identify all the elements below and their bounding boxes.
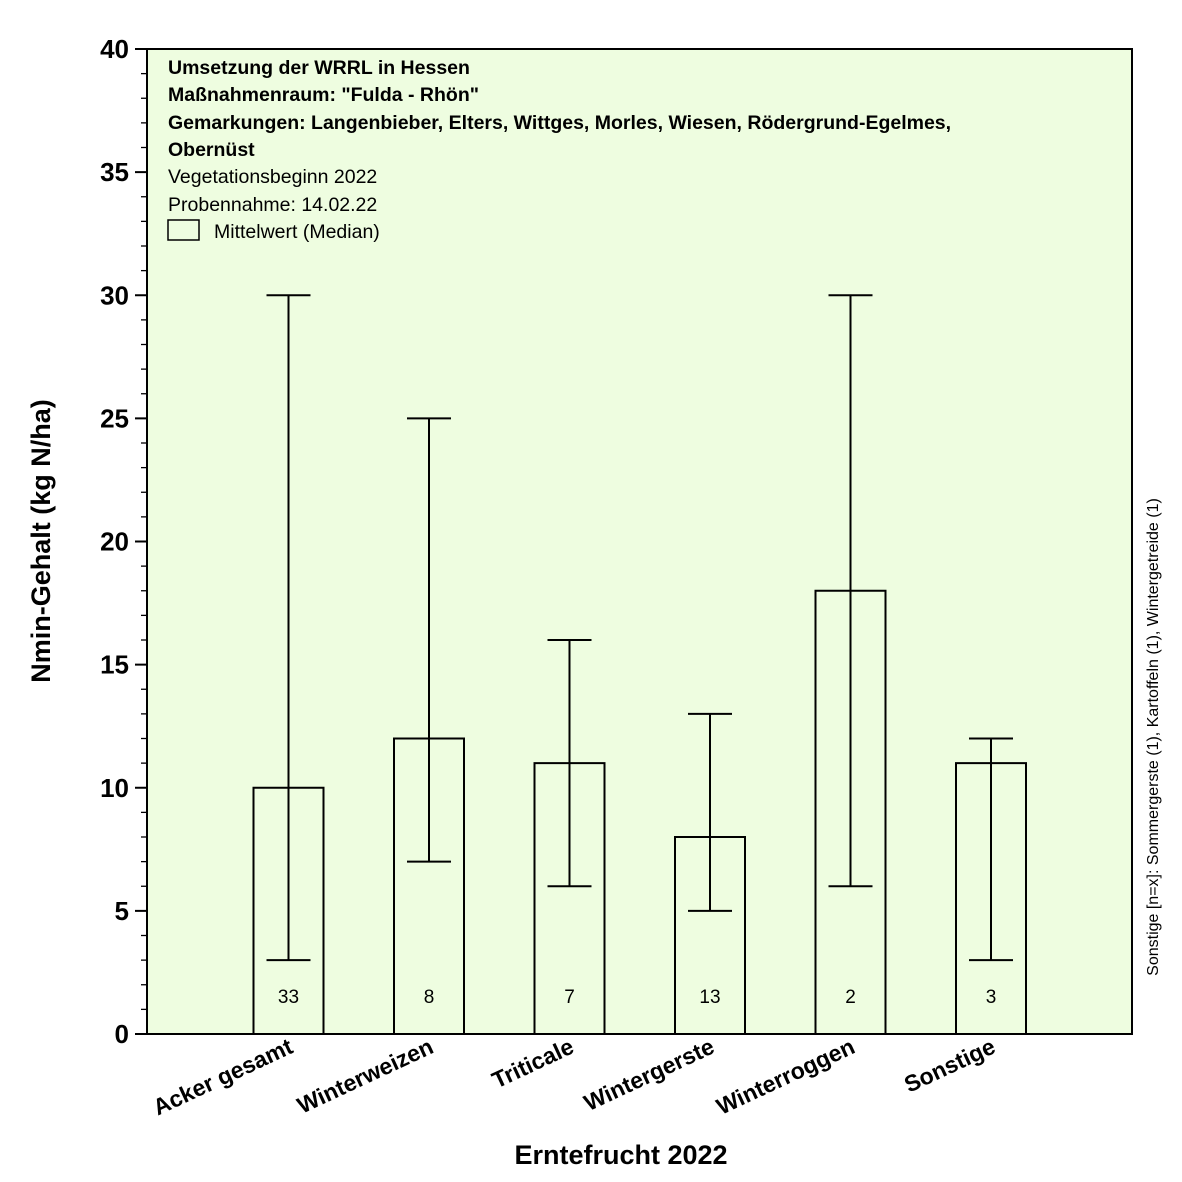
y-axis-title: Nmin-Gehalt (kg N/ha) xyxy=(26,399,56,683)
y-tick-label: 30 xyxy=(100,280,129,310)
x-axis-title: Erntefrucht 2022 xyxy=(514,1140,727,1170)
chart-annotation: Umsetzung der WRRL in Hessen Maßnahmenra… xyxy=(167,57,951,243)
title-line-4: Obernüst xyxy=(168,139,255,161)
sample-count-labels: 33 8 7 13 2 3 xyxy=(278,987,996,1008)
sample-count-label: 3 xyxy=(986,987,997,1008)
title-line-1: Umsetzung der WRRL in Hessen xyxy=(168,57,470,79)
bar xyxy=(533,762,606,1035)
x-tick-label: Acker gesamt xyxy=(149,1033,297,1120)
sample-count-label: 2 xyxy=(845,987,856,1008)
sample-count-label: 13 xyxy=(699,987,720,1008)
title-line-2: Maßnahmenraum: "Fulda - Rhön" xyxy=(168,84,479,106)
legend-label: Mittelwert (Median) xyxy=(214,221,380,243)
y-tick-label: 15 xyxy=(100,650,129,680)
sample-count-label: 8 xyxy=(424,987,435,1008)
legend-swatch xyxy=(167,219,200,241)
y-tick-label: 35 xyxy=(100,157,129,187)
y-axis: 0 5 10 15 20 25 30 35 40 xyxy=(100,34,147,1049)
x-tick-label: Winterweizen xyxy=(293,1033,437,1119)
x-tick-label: Wintergerste xyxy=(580,1033,718,1116)
y-tick-label: 20 xyxy=(100,527,129,557)
sample-count-label: 7 xyxy=(564,987,575,1008)
x-tick-label: Sonstige xyxy=(900,1033,999,1098)
y-tick-label: 5 xyxy=(115,896,129,926)
y-tick-label: 10 xyxy=(100,773,129,803)
y-tick-label: 0 xyxy=(115,1019,129,1049)
x-tick-label: Triticale xyxy=(488,1033,578,1093)
side-note: Sonstige [n=x]: Sommergerste (1), Kartof… xyxy=(1145,498,1162,976)
sample-count-label: 33 xyxy=(278,987,299,1008)
x-tick-label: Winterroggen xyxy=(712,1033,858,1120)
subtitle-line-2: Probennahme: 14.02.22 xyxy=(168,194,377,216)
subtitle-line-1: Vegetationsbeginn 2022 xyxy=(168,166,377,188)
y-tick-label: 25 xyxy=(100,403,129,433)
error-bars xyxy=(266,294,1013,962)
title-line-3: Gemarkungen: Langenbieber, Elters, Wittg… xyxy=(168,112,951,134)
y-tick-label: 40 xyxy=(100,34,129,64)
